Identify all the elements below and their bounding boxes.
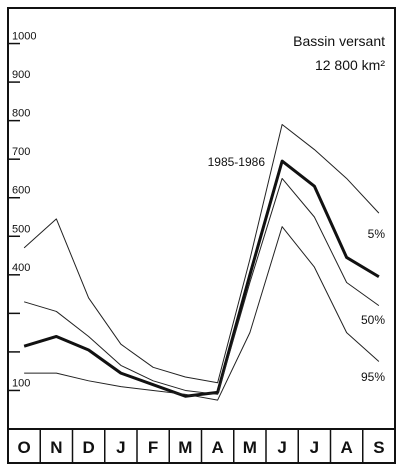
x-tick-label: D xyxy=(82,438,94,457)
x-tick-label: M xyxy=(178,438,192,457)
x-tick-label: J xyxy=(310,438,319,457)
y-tick-label: 600 xyxy=(12,185,30,197)
x-tick-label: S xyxy=(373,438,384,457)
series-label: 5% xyxy=(368,227,386,241)
y-tick-label: 100 xyxy=(12,377,30,389)
x-tick-label: M xyxy=(243,438,257,457)
series-label: 50% xyxy=(361,313,385,327)
x-tick-label: O xyxy=(18,438,31,457)
series-label: 95% xyxy=(361,370,385,384)
series-label: 1985-1986 xyxy=(208,155,266,169)
y-tick-label: 1000 xyxy=(12,31,36,43)
x-tick-label: N xyxy=(50,438,62,457)
series-line xyxy=(23,159,380,398)
chart-title: Bassin versant xyxy=(293,33,385,49)
series-line xyxy=(23,177,380,395)
series-line xyxy=(23,123,380,384)
y-tick-label: 500 xyxy=(12,223,30,235)
y-tick-label: 800 xyxy=(12,108,30,120)
x-tick-label: F xyxy=(148,438,158,457)
y-tick-label: 700 xyxy=(12,146,30,158)
y-tick-label: 900 xyxy=(12,69,30,81)
x-tick-label: J xyxy=(277,438,286,457)
y-tick-label: 400 xyxy=(12,262,30,274)
x-tick-label: J xyxy=(116,438,125,457)
series-line xyxy=(24,226,380,401)
x-tick-label: A xyxy=(340,438,352,457)
chart-subtitle: 12 800 km² xyxy=(315,57,385,73)
x-tick-label: A xyxy=(211,438,223,457)
